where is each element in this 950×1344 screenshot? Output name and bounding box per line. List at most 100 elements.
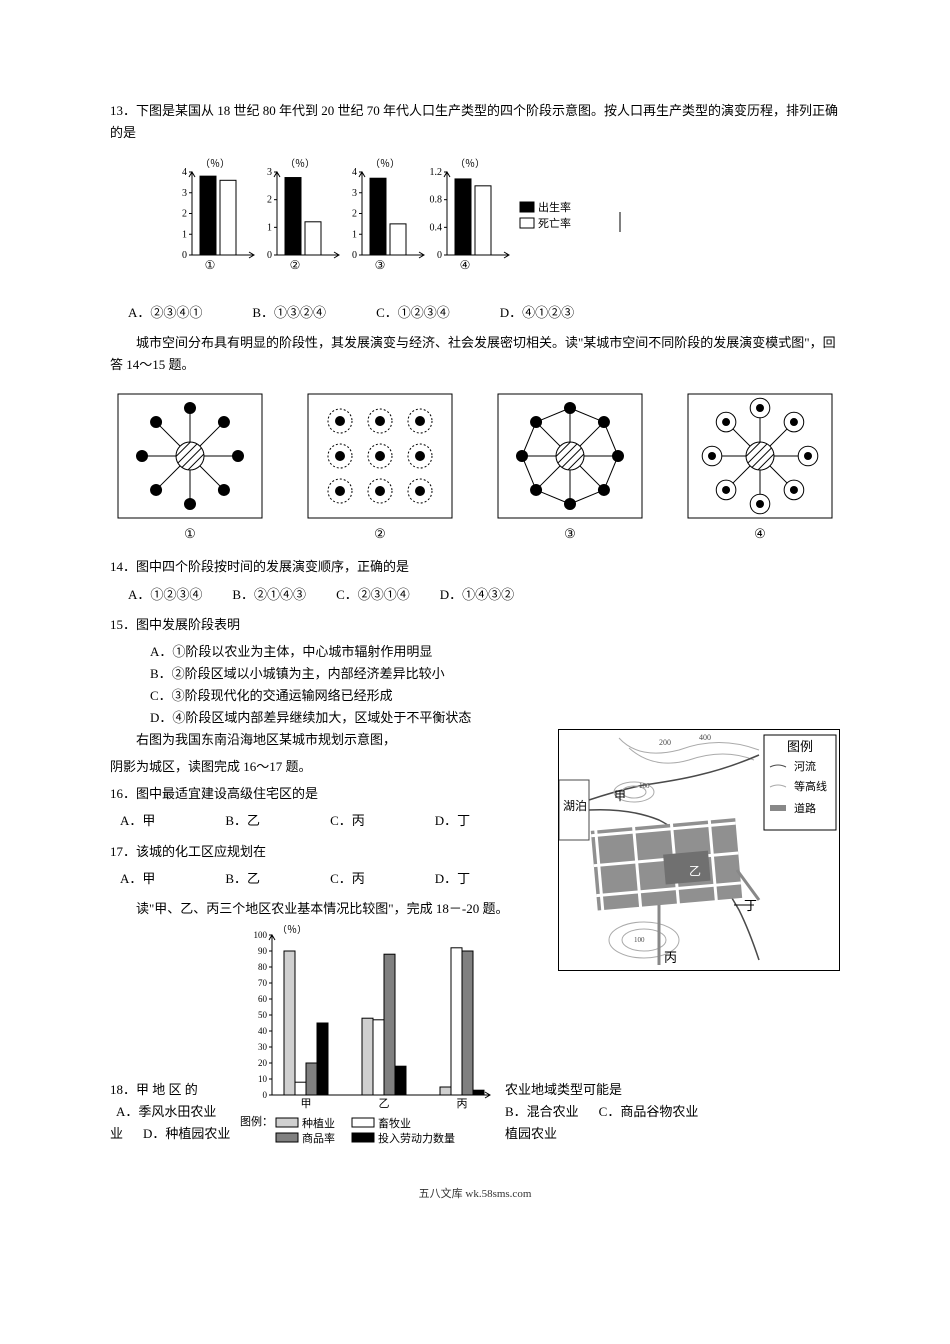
- q14-opt-c[interactable]: C．②③①④: [336, 584, 410, 606]
- q16-body: 图中最适宜建设高级住宅区的是: [136, 786, 318, 801]
- svg-text:投入劳动力数量: 投入劳动力数量: [378, 1131, 455, 1145]
- q15-opt-d[interactable]: D．④阶段区域内部差异继续加大，区域处于不平衡状态: [150, 707, 840, 729]
- q13-opt-a[interactable]: A．②③④①: [128, 302, 202, 324]
- svg-text:1: 1: [182, 229, 187, 240]
- q13-opt-b[interactable]: B．①③②④: [252, 302, 326, 324]
- svg-text:④: ④: [754, 526, 766, 541]
- q16-opt-c[interactable]: C．丙: [330, 810, 365, 832]
- q14-options: A．①②③④ B．②①④③ C．②③①④ D．①④③②: [128, 584, 840, 606]
- q15-options: A．①阶段以农业为主体，中心城市辐射作用明显 B．②阶段区域以小城镇为主，内部经…: [150, 641, 840, 729]
- q15-opt-c[interactable]: C．③阶段现代化的交通运输网络已经形成: [150, 685, 840, 707]
- svg-text:3: 3: [182, 188, 187, 199]
- svg-text:0: 0: [437, 250, 442, 261]
- svg-text:①: ①: [184, 526, 196, 541]
- q16-number: 16．: [110, 786, 136, 801]
- svg-text:1: 1: [267, 223, 272, 234]
- q18-opt-d[interactable]: D．种植园农业: [143, 1126, 230, 1141]
- q18-body: 甲 地 区 的: [136, 1082, 198, 1097]
- q17-number: 17．: [110, 844, 136, 859]
- svg-text:丙: 丙: [457, 1098, 468, 1110]
- svg-text:种植业: 种植业: [302, 1116, 335, 1130]
- q13-body: 下图是某国从 18 世纪 80 年代到 20 世纪 70 年代人口生产类型的四个…: [110, 103, 838, 140]
- svg-text:0: 0: [267, 250, 272, 261]
- svg-text:0.4: 0.4: [430, 223, 443, 234]
- svg-text:（％）: （％）: [277, 925, 307, 936]
- q13-text: 13．下图是某国从 18 世纪 80 年代到 20 世纪 70 年代人口生产类型…: [110, 100, 840, 144]
- svg-text:1: 1: [352, 229, 357, 240]
- q16-opt-a[interactable]: A．甲: [120, 810, 155, 832]
- svg-text:4: 4: [352, 167, 357, 178]
- city-diagrams: ① ② ③ ④: [110, 386, 840, 546]
- svg-text:商品率: 商品率: [302, 1131, 335, 1145]
- q15-body: 图中发展阶段表明: [136, 617, 240, 632]
- svg-text:③: ③: [375, 258, 386, 272]
- svg-text:0: 0: [182, 250, 187, 261]
- svg-text:0.8: 0.8: [430, 195, 443, 206]
- svg-text:200: 200: [659, 738, 671, 747]
- svg-text:100: 100: [634, 936, 645, 944]
- svg-text:70: 70: [258, 978, 268, 988]
- svg-text:40: 40: [258, 1026, 268, 1036]
- q17-opt-d[interactable]: D．丁: [435, 868, 470, 890]
- svg-text:④: ④: [460, 258, 471, 272]
- svg-text:①: ①: [205, 258, 216, 272]
- q13-opt-c[interactable]: C．①②③④: [376, 302, 450, 324]
- svg-text:50: 50: [258, 1010, 268, 1020]
- q15-opt-b[interactable]: B．②阶段区域以小城镇为主，内部经济差异比较小: [150, 663, 840, 685]
- svg-text:400: 400: [699, 733, 711, 742]
- svg-text:4: 4: [182, 167, 187, 178]
- svg-text:10: 10: [258, 1074, 268, 1084]
- svg-text:（％）: （％）: [370, 158, 400, 170]
- city-map: 200400湖泊乙甲100100丙丁图例河流等高线道路: [558, 729, 840, 971]
- svg-text:80: 80: [258, 962, 268, 972]
- intro-14-15: 城市空间分布具有明显的阶段性，其发展演变与经济、社会发展密切相关。读"某城市空间…: [110, 332, 840, 376]
- q18-right-text: 农业地域类型可能是: [505, 1079, 705, 1101]
- svg-text:图例: 图例: [787, 739, 813, 754]
- q16-opt-b[interactable]: B．乙: [225, 810, 260, 832]
- q13-number: 13．: [110, 103, 136, 118]
- q17-options: A．甲 B．乙 C．丙 D．丁: [120, 868, 548, 890]
- svg-text:100: 100: [254, 930, 268, 940]
- svg-text:2: 2: [182, 209, 187, 220]
- svg-text:甲: 甲: [614, 789, 626, 803]
- q17-body: 该城的化工区应规划在: [136, 844, 266, 859]
- q17-opt-c[interactable]: C．丙: [330, 868, 365, 890]
- svg-text:20: 20: [258, 1058, 268, 1068]
- svg-text:3: 3: [352, 188, 357, 199]
- svg-text:90: 90: [258, 946, 268, 956]
- q14-opt-b[interactable]: B．②①④③: [232, 584, 306, 606]
- q14-opt-d[interactable]: D．①④③②: [440, 584, 514, 606]
- svg-text:甲: 甲: [301, 1098, 312, 1110]
- svg-text:河流: 河流: [794, 759, 816, 773]
- q14-opt-a[interactable]: A．①②③④: [128, 584, 202, 606]
- svg-text:湖泊: 湖泊: [563, 798, 587, 813]
- q13-opt-d[interactable]: D．④①②③: [500, 302, 574, 324]
- svg-text:0: 0: [263, 1090, 268, 1100]
- svg-text:出生率: 出生率: [538, 200, 571, 214]
- q15-text: 15．图中发展阶段表明: [110, 614, 840, 636]
- svg-text:60: 60: [258, 994, 268, 1004]
- svg-text:③: ③: [564, 526, 576, 541]
- svg-text:0: 0: [352, 250, 357, 261]
- q15-opt-a[interactable]: A．①阶段以农业为主体，中心城市辐射作用明显: [150, 641, 840, 663]
- page-footer: 五八文库 wk.58sms.com: [110, 1185, 840, 1204]
- svg-text:（％）: （％）: [285, 158, 315, 170]
- svg-text:图例：: 图例：: [240, 1114, 273, 1128]
- q16-opt-d[interactable]: D．丁: [435, 810, 470, 832]
- svg-text:畜牧业: 畜牧业: [378, 1116, 411, 1130]
- q17-opt-a[interactable]: A．甲: [120, 868, 155, 890]
- svg-text:100: 100: [639, 782, 650, 790]
- svg-text:30: 30: [258, 1042, 268, 1052]
- q17-opt-b[interactable]: B．乙: [225, 868, 260, 890]
- q13-chart: （％）01234①（％）0123②（％）01234③（％）00.40.81.2④…: [170, 152, 840, 292]
- q14-body: 图中四个阶段按时间的发展演变顺序，正确的是: [136, 559, 409, 574]
- q18-chart: （％）0102030405060708090100甲乙丙图例：种植业畜牧业商品率…: [240, 925, 500, 1145]
- svg-text:②: ②: [374, 526, 386, 541]
- q18-opt-a[interactable]: A．季风水田农业: [116, 1104, 216, 1119]
- q18-opt-c[interactable]: C．商品谷物农业: [599, 1104, 699, 1119]
- svg-text:2: 2: [267, 195, 272, 206]
- q18-opt-b[interactable]: B．混合农业: [505, 1104, 579, 1119]
- svg-text:3: 3: [267, 167, 272, 178]
- q18-number: 18．: [110, 1082, 136, 1097]
- svg-text:死亡率: 死亡率: [538, 216, 571, 230]
